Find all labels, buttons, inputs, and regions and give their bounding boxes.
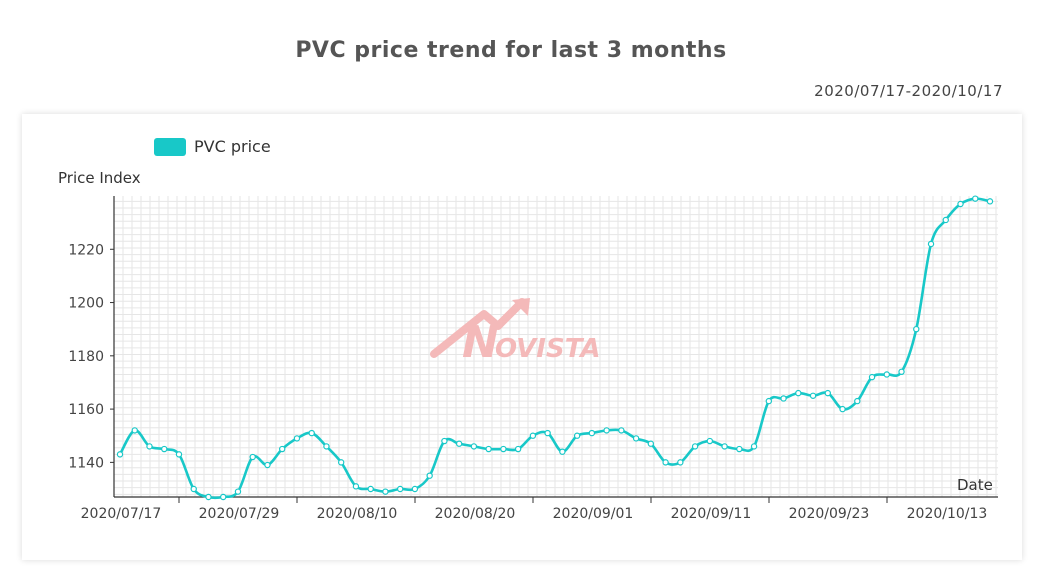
data-point [603, 427, 610, 434]
x-tick-label: 2020/08/10 [317, 506, 398, 522]
y-axis-ticks: 1140 1160 1180 1200 1220 [68, 242, 114, 471]
y-tick-label: 1140 [68, 455, 104, 471]
data-point [544, 429, 551, 437]
date-range-label: 2020/07/17-2020/10/17 [814, 82, 1003, 100]
data-point [721, 443, 728, 450]
y-tick-label: 1160 [68, 402, 104, 418]
data-point [308, 429, 315, 437]
data-point [972, 195, 979, 202]
y-axis-label: Price Index [58, 169, 141, 187]
data-point [765, 397, 773, 405]
data-point [264, 461, 271, 469]
data-point [618, 427, 625, 434]
data-point [337, 459, 345, 466]
data-point [234, 488, 242, 495]
y-tick-label: 1180 [68, 349, 104, 365]
x-axis-ticks: 2020/07/17 2020/07/29 2020/08/10 2020/08/20… [81, 497, 988, 522]
x-tick-label: 2020/10/13 [907, 506, 988, 522]
data-point [426, 472, 433, 479]
data-point [500, 445, 507, 453]
data-point [323, 443, 330, 450]
chart-card: PVC price N OVISTA 1140 1160 1180 1200 1220 … [22, 114, 1022, 560]
data-point [795, 389, 802, 397]
data-point [161, 445, 168, 453]
data-point [279, 445, 286, 453]
data-point [175, 451, 183, 458]
data-point [647, 440, 655, 447]
data-points [116, 195, 994, 501]
data-point [662, 459, 669, 466]
axes [113, 196, 998, 498]
data-point [396, 485, 404, 493]
data-point [883, 371, 890, 378]
x-tick-label: 2020/09/23 [789, 506, 870, 522]
data-point [854, 397, 861, 405]
data-point [868, 373, 876, 381]
data-point [116, 451, 124, 458]
data-point [485, 445, 492, 453]
data-point [411, 485, 419, 493]
legend[interactable]: PVC price [154, 137, 271, 156]
data-point [927, 240, 935, 248]
data-point [780, 395, 787, 402]
data-point [205, 493, 212, 501]
data-point [839, 405, 846, 413]
watermark-arrow [430, 298, 526, 358]
x-tick-label: 2020/08/20 [435, 506, 516, 522]
data-point [190, 485, 197, 493]
x-axis-label: Date [957, 476, 993, 494]
data-point [706, 437, 714, 445]
x-tick-label: 2020/09/11 [671, 506, 752, 522]
chart-title: PVC price trend for last 3 months [295, 38, 727, 63]
data-point [455, 440, 463, 447]
watermark-logo: N OVISTA [430, 298, 601, 368]
watermark-text: OVISTA [495, 334, 601, 364]
data-point [750, 443, 758, 450]
data-point [736, 445, 743, 453]
data-point [559, 448, 566, 455]
line-chart: N OVISTA 1140 1160 1180 1200 1220 2020/07/17… [58, 169, 998, 522]
x-tick-label: 2020/09/01 [553, 506, 634, 522]
watermark-letter: N [462, 317, 499, 368]
data-point [913, 325, 920, 333]
data-point [352, 483, 360, 490]
y-tick-label: 1220 [68, 242, 104, 258]
data-point [131, 427, 138, 434]
legend-swatch [154, 137, 186, 156]
data-point [293, 435, 301, 442]
data-point [632, 435, 640, 442]
data-point [514, 445, 522, 453]
data-point [824, 389, 831, 397]
watermark-arrowhead [512, 298, 530, 316]
data-point [146, 443, 153, 450]
data-point [382, 488, 389, 495]
data-point [942, 216, 949, 224]
legend-label: PVC price [194, 137, 271, 156]
data-point [691, 443, 699, 450]
data-point [986, 198, 994, 205]
data-point [367, 485, 374, 493]
data-point [677, 459, 684, 466]
data-point [588, 429, 596, 437]
y-tick-label: 1200 [68, 296, 104, 312]
x-tick-label: 2020/07/29 [199, 506, 280, 522]
x-tick-label: 2020/07/17 [81, 506, 162, 522]
grid [114, 196, 998, 497]
data-point [529, 432, 537, 439]
data-point [573, 432, 581, 439]
data-point [809, 392, 817, 399]
data-point [249, 453, 256, 461]
data-point [957, 200, 964, 208]
data-point [220, 493, 227, 501]
data-point [898, 368, 905, 376]
data-point [441, 437, 448, 445]
data-point [470, 443, 478, 450]
